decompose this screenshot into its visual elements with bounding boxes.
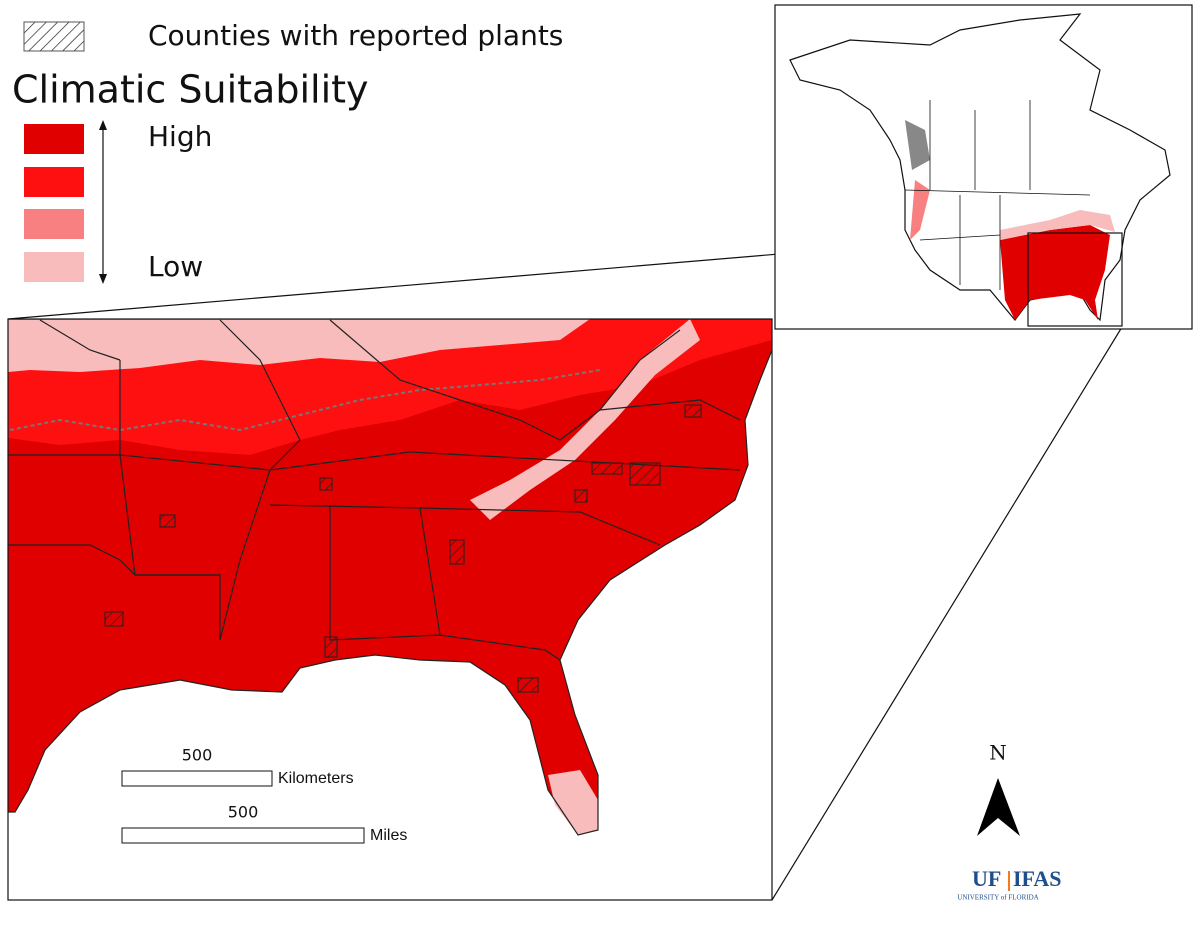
- logo-university: UNIVERSITY of FLORIDA: [957, 894, 1038, 902]
- county: [684, 404, 702, 418]
- main-map-frame: [7, 318, 773, 901]
- inset-gray-area: [905, 120, 930, 170]
- swatch-low: [24, 252, 84, 282]
- scale-value: 500: [182, 746, 213, 765]
- legend-title: Climatic Suitability: [12, 68, 369, 112]
- county: [449, 539, 465, 565]
- state-line: [135, 439, 301, 641]
- connector-line: [771, 326, 1123, 901]
- scale-unit: Miles: [370, 827, 407, 844]
- swatch-mid-high: [24, 167, 84, 197]
- inset-extent-box: [1027, 232, 1123, 327]
- county: [591, 462, 623, 475]
- legend-high: High: [148, 120, 212, 153]
- county: [517, 677, 539, 693]
- scale-value: 500: [228, 803, 259, 822]
- north-arrow: [977, 778, 1020, 836]
- reported-counties: [104, 404, 702, 693]
- coastline: [8, 319, 772, 836]
- county: [319, 477, 333, 491]
- county: [159, 514, 176, 528]
- state-line: [8, 319, 461, 576]
- swatch-high: [24, 124, 84, 154]
- county: [324, 636, 338, 658]
- inset-borders: [904, 100, 1091, 290]
- north-label: N: [989, 741, 1007, 765]
- county: [574, 489, 588, 503]
- hatch-swatch: [23, 21, 85, 52]
- legend-low: Low: [148, 250, 203, 283]
- scale-bar: [121, 827, 365, 844]
- florida-low: [548, 770, 598, 835]
- land-low-north: [8, 319, 590, 372]
- suitability-edge: [9, 369, 601, 432]
- swatch-mid-low: [24, 209, 84, 239]
- county: [104, 611, 124, 627]
- logo-uf: UF: [972, 866, 1001, 891]
- hatch-label: Counties with reported plants: [148, 19, 563, 52]
- inset-west-coast: [910, 180, 930, 240]
- main-map: [8, 319, 772, 900]
- scale-bar: [121, 770, 273, 787]
- state-line: [459, 329, 741, 441]
- county: [629, 462, 661, 486]
- logo-ifas: IFAS: [1013, 866, 1062, 891]
- scale-unit: Kilometers: [278, 770, 354, 787]
- state-line: [269, 504, 661, 661]
- appalachian-low: [470, 319, 700, 520]
